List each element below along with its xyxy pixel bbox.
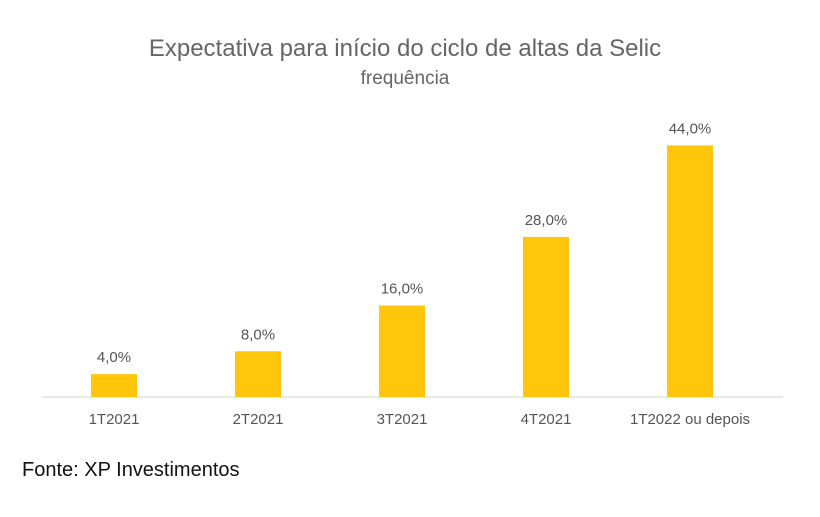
- chart-subtitle: frequência: [361, 68, 450, 89]
- chart-container: Expectativa para início do ciclo de alta…: [42, 35, 783, 428]
- x-tick-label-4: 4T2021: [521, 411, 572, 428]
- data-label-1: 4,0%: [97, 349, 131, 366]
- chart-title: Expectativa para início do ciclo de alta…: [149, 35, 661, 62]
- data-label-3: 16,0%: [381, 281, 424, 298]
- bar-4: [523, 236, 569, 397]
- bars-group: 4,0% 1T2021 8,0% 2T2021 16,0% 3T2021 28,0% 4T20…: [89, 120, 750, 428]
- data-label-5: 44,0%: [669, 120, 712, 137]
- bar-2: [235, 351, 281, 397]
- data-label-2: 8,0%: [241, 326, 275, 343]
- x-tick-label-3: 3T2021: [377, 411, 428, 428]
- x-tick-label-2: 2T2021: [233, 411, 284, 428]
- bar-chart: Expectativa para início do ciclo de alta…: [42, 35, 783, 428]
- data-label-4: 28,0%: [525, 212, 568, 229]
- bar-1: [91, 374, 137, 397]
- x-tick-label-1: 1T2021: [89, 411, 140, 428]
- bar-5: [667, 145, 713, 397]
- bar-3: [379, 305, 425, 397]
- x-tick-label-5: 1T2022 ou depois: [630, 411, 750, 428]
- source-note: Fonte: XP Investimentos: [22, 459, 240, 481]
